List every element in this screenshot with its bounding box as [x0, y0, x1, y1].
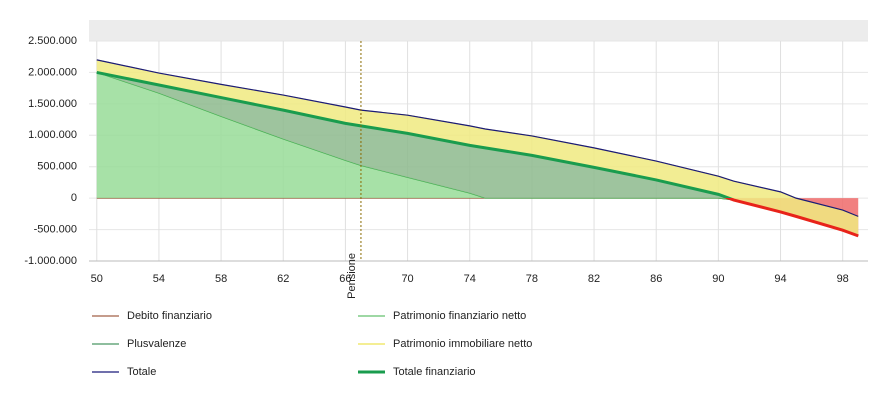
legend-label: Totale	[127, 366, 156, 378]
plot-header-band	[89, 20, 868, 41]
x-tick-label: 86	[650, 273, 662, 285]
x-tick-label: 98	[837, 273, 849, 285]
y-tick-label: 1.000.000	[28, 129, 77, 141]
y-tick-label: 2.500.000	[28, 35, 77, 47]
legend-label: Debito finanziario	[127, 310, 212, 322]
area	[96, 59, 859, 236]
x-tick-label: 90	[712, 273, 724, 285]
x-tick-label: 58	[215, 273, 227, 285]
x-tick-label: 54	[153, 273, 165, 285]
line	[96, 59, 859, 217]
line-negative	[723, 198, 859, 238]
y-tick-label: 1.500.000	[28, 98, 77, 110]
annotation-label: Pensione	[346, 253, 358, 299]
y-tick-label: -500.000	[34, 223, 77, 235]
legend-label: Patrimonio immobiliare netto	[393, 338, 532, 350]
y-tick-label: 2.000.000	[28, 66, 77, 78]
x-tick-label: 94	[774, 273, 786, 285]
legend-label: Patrimonio finanziario netto	[393, 310, 526, 322]
x-tick-label: 78	[526, 273, 538, 285]
x-tick-label: 66	[339, 273, 351, 285]
area	[96, 72, 859, 236]
y-tick-label: 500.000	[37, 161, 77, 173]
area	[96, 72, 859, 236]
x-tick-label: 82	[588, 273, 600, 285]
x-tick-label: 50	[91, 273, 103, 285]
x-tick-label: 62	[277, 273, 289, 285]
x-tick-label: 74	[464, 273, 476, 285]
y-tick-label: -1.000.000	[24, 255, 77, 267]
legend-label: Plusvalenze	[127, 338, 186, 350]
x-tick-label: 70	[401, 273, 413, 285]
line	[96, 70, 733, 198]
y-tick-label: 0	[71, 192, 77, 204]
legend-label: Totale finanziario	[393, 366, 476, 378]
